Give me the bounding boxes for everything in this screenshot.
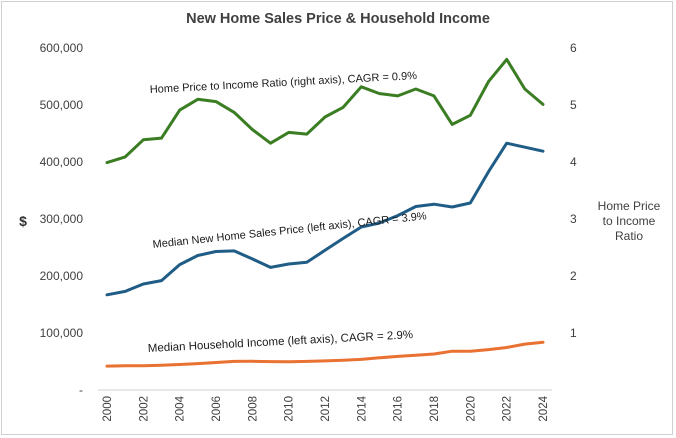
right-axis-label-line-1: Home Price bbox=[598, 199, 661, 213]
right-tick-label: 3 bbox=[570, 212, 577, 226]
x-tick-label: 2004 bbox=[175, 395, 187, 421]
x-tick-label: 2010 bbox=[284, 396, 296, 422]
x-tick-label: 2008 bbox=[247, 396, 259, 422]
right-y-axis: 1 2 3 4 5 6 bbox=[570, 41, 577, 340]
right-axis-label-line-2: to Income bbox=[603, 214, 656, 228]
price-line bbox=[105, 141, 545, 297]
x-tick-label: 2024 bbox=[538, 395, 550, 421]
right-tick-label: 1 bbox=[570, 326, 577, 340]
x-tick-label: 2000 bbox=[102, 396, 114, 422]
left-tick-label: 600,000 bbox=[40, 41, 84, 55]
x-tick-label: 2022 bbox=[502, 396, 514, 422]
left-tick-label: 100,000 bbox=[40, 326, 84, 340]
x-tick-label: 2002 bbox=[138, 396, 150, 422]
annotation-price: Median New Home Sales Price (left axis),… bbox=[152, 210, 427, 251]
right-tick-label: 5 bbox=[570, 98, 577, 112]
left-tick-label: 400,000 bbox=[40, 155, 84, 169]
left-y-axis: - 100,000 200,000 300,000 400,000 500,000 600,… bbox=[40, 41, 84, 397]
chart-title: New Home Sales Price & Household Income bbox=[186, 11, 490, 27]
left-axis-label: $ bbox=[19, 213, 27, 229]
left-tick-label: 500,000 bbox=[40, 98, 84, 112]
left-tick-label: 300,000 bbox=[40, 212, 84, 226]
series-annotations: Home Price to Income Ratio (right axis),… bbox=[148, 70, 428, 355]
income-line bbox=[105, 340, 545, 368]
right-tick-label: 2 bbox=[570, 269, 577, 283]
ratio-line bbox=[105, 57, 545, 165]
x-tick-label: 2018 bbox=[429, 396, 441, 422]
right-axis-label-line-3: Ratio bbox=[615, 229, 643, 243]
left-tick-label: - bbox=[79, 383, 83, 397]
series-lines bbox=[105, 57, 545, 368]
right-axis-label: Home Price to Income Ratio bbox=[598, 199, 661, 243]
x-tick-label: 2006 bbox=[211, 396, 223, 422]
right-tick-label: 6 bbox=[570, 41, 577, 55]
x-tick-label: 2012 bbox=[320, 396, 332, 422]
x-tick-label: 2020 bbox=[465, 396, 477, 422]
x-tick-label: 2014 bbox=[356, 395, 368, 421]
left-tick-label: 200,000 bbox=[40, 269, 84, 283]
x-axis: 2000 2002 2004 2006 2008 2010 2012 2014 2016 2018… bbox=[102, 395, 550, 421]
annotation-income: Median Household Income (left axis), CAG… bbox=[148, 329, 414, 355]
right-tick-label: 4 bbox=[570, 155, 577, 169]
x-tick-label: 2016 bbox=[393, 396, 405, 422]
